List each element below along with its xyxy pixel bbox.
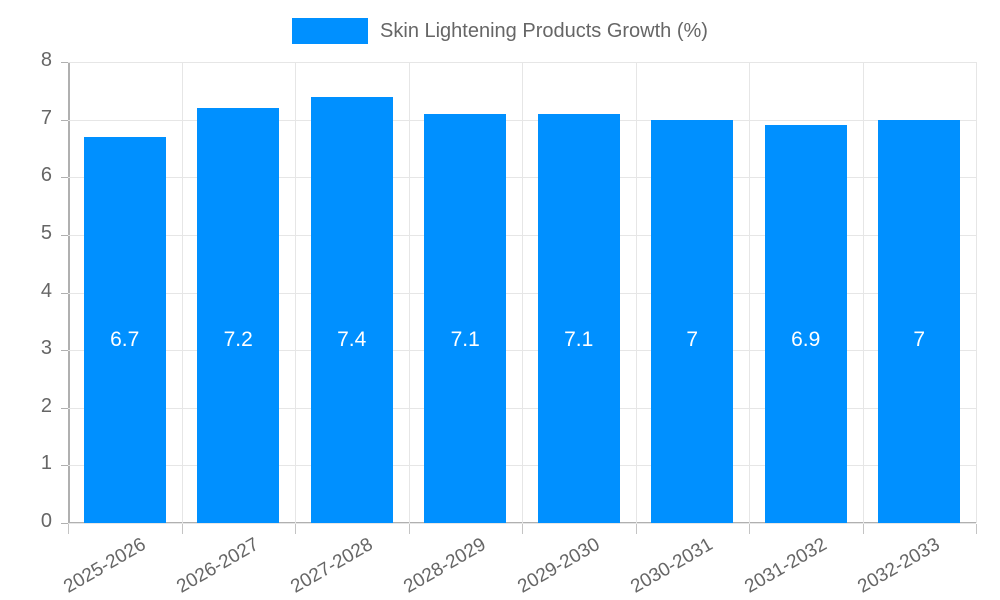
- legend-swatch-icon: [292, 18, 369, 44]
- x-axis-tick-mark: [522, 524, 523, 534]
- y-axis-tick-mark: [61, 177, 68, 179]
- x-axis-tick-mark: [749, 524, 750, 534]
- bar[interactable]: 7.2: [197, 108, 280, 523]
- bar-value-label: 7.4: [337, 327, 367, 351]
- bar-value-label: 7: [913, 327, 926, 351]
- bar[interactable]: 7.1: [424, 113, 507, 523]
- x-axis-tick-label: 2030-2031: [627, 534, 717, 598]
- x-axis-tick-mark: [295, 524, 296, 534]
- x-axis-tick-label: 2026-2027: [173, 534, 263, 598]
- y-axis-tick-label: 4: [40, 279, 52, 302]
- bar-value-label: 7.1: [450, 327, 480, 351]
- x-axis-tick-label: 2027-2028: [287, 534, 377, 598]
- x-axis-tick-mark: [68, 524, 69, 534]
- y-axis-tick-label: 8: [40, 49, 52, 71]
- y-axis-tick-label: 6: [40, 164, 52, 187]
- bar[interactable]: 7: [878, 119, 961, 523]
- y-axis-tick-mark: [61, 62, 68, 63]
- plot-area: 6.7 7.2 7.4 7.1 7.1 7 6.9 7: [68, 62, 977, 524]
- x-axis-tick-mark: [408, 524, 410, 534]
- y-axis-tick-mark: [61, 119, 68, 121]
- y-axis-tick-mark: [61, 234, 68, 236]
- x-axis-tick-label: 2029-2030: [514, 534, 604, 598]
- x-axis-tick-label: 2025-2026: [60, 534, 150, 598]
- y-axis-tick-label: 1: [40, 452, 52, 475]
- y-axis-tick-label: 2: [40, 394, 52, 417]
- y-axis-tick-mark: [61, 407, 68, 409]
- gridline-vertical: [976, 62, 977, 523]
- bar[interactable]: 6.9: [764, 125, 847, 523]
- chart-legend: Skin Lightening Products Growth (%): [0, 14, 1000, 48]
- bar-value-label: 7: [686, 327, 699, 351]
- bar-series: 6.7 7.2 7.4 7.1 7.1 7 6.9 7: [68, 62, 976, 523]
- x-axis-tick-label: 2032-2033: [854, 534, 944, 598]
- y-axis-tick-mark: [61, 292, 68, 294]
- x-axis-tick-mark: [635, 524, 637, 534]
- y-axis-tick-mark: [61, 523, 68, 524]
- x-axis-tick-label: 2028-2029: [400, 534, 490, 598]
- legend-label: Skin Lightening Products Growth (%): [380, 20, 708, 42]
- y-axis-tick-label: 0: [40, 510, 52, 532]
- y-axis-tick-label: 5: [40, 221, 52, 244]
- x-axis-tick-label: 2031-2032: [741, 534, 831, 598]
- bar[interactable]: 6.7: [83, 136, 166, 523]
- y-axis-tick-mark: [61, 350, 68, 352]
- bar-value-label: 7.1: [564, 327, 594, 351]
- bar-value-label: 7.2: [223, 327, 253, 351]
- bar[interactable]: 7: [651, 119, 734, 523]
- bar[interactable]: 7.4: [310, 96, 393, 523]
- y-axis-tick-label: 7: [40, 106, 52, 129]
- x-axis-tick-mark: [976, 524, 977, 534]
- x-axis-tick-mark: [181, 524, 183, 534]
- x-axis-tick-mark: [862, 524, 864, 534]
- y-axis-tick-mark: [61, 465, 68, 467]
- bar-value-label: 6.7: [110, 327, 140, 351]
- bar[interactable]: 7.1: [537, 113, 620, 523]
- bar-value-label: 6.9: [791, 327, 821, 351]
- y-axis-tick-label: 3: [40, 337, 52, 360]
